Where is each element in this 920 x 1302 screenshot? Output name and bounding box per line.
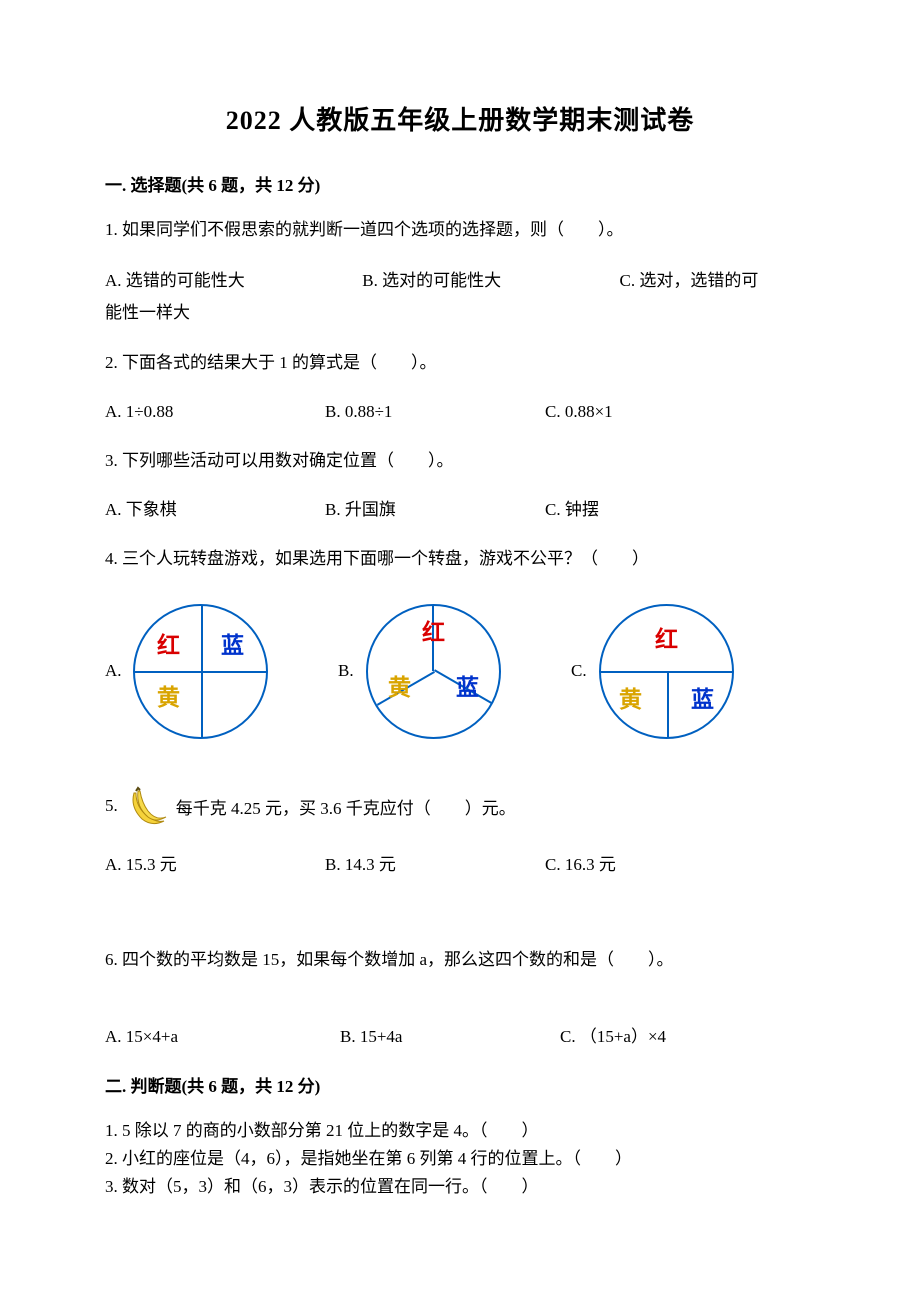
section2-header: 二. 判断题(共 6 题，共 12 分) [105, 1072, 815, 1097]
judge-2: 2. 小红的座位是（4，6），是指她坐在第 6 列第 4 行的位置上。（ ） [105, 1145, 815, 1173]
q5-text: 每千克 4.25 元，买 3.6 千克应付（ ）元。 [176, 794, 516, 819]
q1-text: 1. 如果同学们不假思索的就判断一道四个选项的选择题，则（ ）。 [105, 216, 815, 245]
q5-num: 5. [105, 796, 118, 816]
q3-options: A. 下象棋 B. 升国旗 C. 钟摆 [105, 496, 815, 525]
judgement-block: 1. 5 除以 7 的商的小数部分第 21 位上的数字是 4。（ ） 2. 小红… [105, 1117, 815, 1201]
q2-text: 2. 下面各式的结果大于 1 的算式是（ ）。 [105, 349, 815, 378]
q4-text: 4. 三个人玩转盘游戏，如果选用下面哪一个转盘，游戏不公平？（ ） [105, 545, 815, 574]
q3-opt-a: A. 下象棋 [105, 496, 325, 525]
q4-label-b: B. [338, 661, 366, 681]
q1-opt-c-part2: 能性一样大 [105, 297, 190, 329]
q6-text: 6. 四个数的平均数是 15，如果每个数增加 a，那么这四个数的和是（ ）。 [105, 946, 815, 975]
q5-opt-a: A. 15.3 元 [105, 851, 325, 880]
q3-text: 3. 下列哪些活动可以用数对确定位置（ ）。 [105, 447, 815, 476]
spinner-a-box: 红 蓝 黄 [133, 604, 283, 739]
q3-opt-b: B. 升国旗 [325, 496, 545, 525]
spinner-c-box: 红 蓝 黄 [599, 604, 749, 739]
q5-row: 5. 每千克 4.25 元，买 3.6 千克应付（ ）元。 [105, 784, 815, 829]
q3-opt-c: C. 钟摆 [545, 496, 599, 525]
q5-options: A. 15.3 元 B. 14.3 元 C. 16.3 元 [105, 851, 815, 880]
q2-opt-a: A. 1÷0.88 [105, 398, 325, 427]
page-title: 2022 人教版五年级上册数学期末测试卷 [105, 100, 815, 137]
spinner-a-blue: 蓝 [221, 634, 244, 657]
section1-header: 一. 选择题(共 6 题，共 12 分) [105, 171, 815, 196]
spinner-c-yellow: 黄 [619, 688, 642, 711]
exam-page: 2022 人教版五年级上册数学期末测试卷 一. 选择题(共 6 题，共 12 分… [0, 0, 920, 1302]
banana-icon [122, 784, 172, 829]
q5-opt-c: C. 16.3 元 [545, 851, 616, 880]
q2-opt-c: C. 0.88×1 [545, 398, 613, 427]
q2-opt-b: B. 0.88÷1 [325, 398, 545, 427]
q6-opt-a: A. 15×4+a [105, 1023, 340, 1052]
q1-opt-c-part1: C. 选对，选错的可 [620, 265, 759, 297]
spinner-a-yellow: 黄 [157, 686, 180, 709]
spinner-b: 红 蓝 黄 [366, 604, 501, 739]
q6-opt-b: B. 15+4a [340, 1023, 560, 1052]
q1-options: A. 选错的可能性大 B. 选对的可能性大 C. 选对，选错的可 能性一样大 [105, 265, 815, 330]
q4-label-c: C. [571, 661, 599, 681]
spinner-a-red: 红 [157, 634, 180, 657]
spinner-c-red: 红 [655, 628, 678, 651]
q6-options: A. 15×4+a B. 15+4a C. （15+a）×4 [105, 1023, 815, 1052]
q4-label-a: A. [105, 661, 133, 681]
q5-opt-b: B. 14.3 元 [325, 851, 545, 880]
q2-options: A. 1÷0.88 B. 0.88÷1 C. 0.88×1 [105, 398, 815, 427]
spinner-c-blue: 蓝 [691, 688, 714, 711]
spinner-b-yellow: 黄 [388, 676, 411, 699]
judge-1: 1. 5 除以 7 的商的小数部分第 21 位上的数字是 4。（ ） [105, 1117, 815, 1145]
spinner-b-blue: 蓝 [456, 676, 479, 699]
q4-spinners: A. 红 蓝 黄 B. 红 蓝 黄 C. [105, 604, 815, 739]
spinner-a: 红 蓝 黄 [133, 604, 268, 739]
q6-opt-c: C. （15+a）×4 [560, 1023, 666, 1052]
spinner-b-red: 红 [422, 621, 445, 644]
q1-opt-b: B. 选对的可能性大 [362, 265, 615, 297]
judge-3: 3. 数对（5，3）和（6，3）表示的位置在同一行。（ ） [105, 1173, 815, 1201]
spinner-c: 红 蓝 黄 [599, 604, 734, 739]
spinner-b-box: 红 蓝 黄 [366, 604, 516, 739]
q1-opt-a: A. 选错的可能性大 [105, 265, 358, 297]
